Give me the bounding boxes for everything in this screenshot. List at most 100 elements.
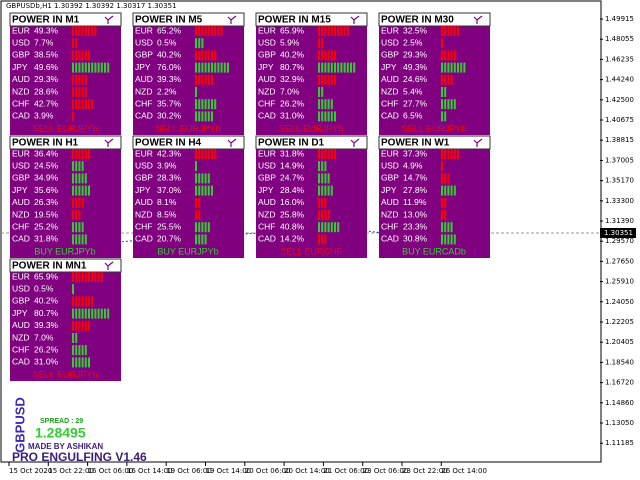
strength-bar	[78, 197, 81, 208]
strength-bar	[94, 272, 97, 282]
strength-bar	[78, 210, 81, 220]
strength-bar	[81, 234, 84, 245]
strength-label: 2.5%	[403, 37, 423, 47]
strength-bar	[204, 111, 207, 122]
strength-bar	[84, 99, 87, 110]
currency-label: EUR	[12, 271, 30, 281]
strength-bar	[94, 308, 97, 319]
strength-bar	[72, 26, 74, 36]
strength-label: 27.8%	[403, 185, 428, 195]
strength-bar	[72, 197, 74, 208]
strength-bar	[198, 74, 201, 85]
panel-body	[10, 136, 121, 258]
panel-title: POWER IN W1	[381, 138, 450, 149]
strength-bar	[324, 26, 327, 36]
strength-label: 5.9%	[280, 37, 300, 47]
time-label: 23 Oct 22:00	[402, 467, 448, 475]
currency-label: CAD	[12, 234, 30, 244]
currency-label: CHF	[135, 221, 152, 231]
time-label: 19 Oct 14:00	[206, 467, 252, 475]
strength-bar	[318, 185, 320, 196]
strength-bar	[195, 99, 197, 110]
strength-bar	[204, 222, 207, 233]
strength-bar	[97, 308, 100, 319]
strength-bar	[343, 26, 346, 36]
strength-bar	[318, 197, 320, 208]
price-label: 1.16720	[605, 379, 634, 387]
strength-bar	[324, 74, 327, 85]
strength-bar	[75, 210, 78, 220]
strength-bar	[81, 87, 84, 97]
strength-bar	[327, 62, 330, 73]
strength-bar	[318, 87, 320, 97]
strength-bar	[78, 62, 81, 73]
strength-bar	[201, 38, 204, 49]
strength-bar	[444, 62, 447, 73]
strength-bar	[201, 222, 204, 233]
strength-bar	[201, 26, 204, 36]
strength-bar	[91, 26, 94, 36]
signal-label: SELL EURCHF	[280, 246, 342, 256]
strength-label: 7.7%	[34, 37, 54, 47]
strength-bar	[84, 357, 87, 368]
strength-bar	[441, 149, 443, 159]
strength-bar	[447, 62, 450, 73]
spread-label: SPREAD : 29	[40, 418, 83, 425]
strength-bar	[444, 99, 447, 110]
strength-bar	[72, 185, 74, 196]
signal-label: SELL EURJPYb	[33, 369, 98, 379]
currency-label: CHF	[12, 221, 29, 231]
currency-label: CAD	[135, 111, 153, 121]
strength-bar	[84, 296, 87, 307]
strength-label: 49.3%	[34, 25, 59, 35]
strength-bar	[444, 185, 447, 196]
panel-icon	[350, 138, 360, 147]
panel-icon	[473, 138, 483, 147]
panel-icon	[104, 15, 114, 24]
strength-bar	[75, 50, 78, 61]
strength-label: 24.6%	[403, 74, 428, 84]
strength-bar	[321, 149, 324, 159]
currency-label: JPY	[12, 308, 28, 318]
strength-bar	[453, 50, 456, 61]
strength-bar	[78, 320, 81, 331]
strength-bar	[444, 74, 447, 85]
strength-label: 80.7%	[34, 308, 59, 318]
strength-bar	[88, 185, 90, 196]
strength-bar	[204, 185, 207, 196]
strength-bar	[107, 308, 110, 319]
strength-bar	[207, 62, 210, 73]
strength-bar	[444, 111, 447, 122]
currency-label: EUR	[381, 25, 399, 35]
currency-label: AUD	[381, 74, 399, 84]
strength-bar	[195, 222, 197, 233]
strength-bar	[327, 222, 330, 233]
strength-label: 65.9%	[34, 271, 59, 281]
strength-bar	[447, 26, 450, 36]
strength-bar	[97, 62, 100, 73]
strength-bar	[81, 149, 84, 159]
strength-bar	[318, 74, 320, 85]
strength-bar	[195, 149, 197, 159]
strength-bar	[450, 74, 453, 85]
time-label: 20 Oct 14:00	[284, 467, 330, 475]
currency-label: EUR	[12, 25, 30, 35]
currency-label: NZD	[12, 209, 29, 219]
strength-bar	[211, 149, 213, 159]
strength-bar	[207, 74, 210, 85]
strength-label: 25.8%	[280, 209, 305, 219]
strength-label: 31.8%	[34, 234, 59, 244]
strength-bar	[441, 62, 443, 73]
strength-bar	[447, 222, 450, 233]
panel-body	[133, 136, 244, 258]
panel-body	[379, 13, 490, 135]
currency-label: AUD	[12, 320, 30, 330]
strength-bar	[324, 173, 327, 184]
strength-label: 35.6%	[34, 185, 59, 195]
strength-bar	[207, 26, 210, 36]
signal-label: SELL EURJPYb	[33, 123, 98, 133]
strength-label: 80.7%	[280, 62, 305, 72]
strength-bar	[444, 222, 447, 233]
strength-bar	[441, 50, 443, 61]
time-label: 16 Oct 06:00	[88, 467, 134, 475]
